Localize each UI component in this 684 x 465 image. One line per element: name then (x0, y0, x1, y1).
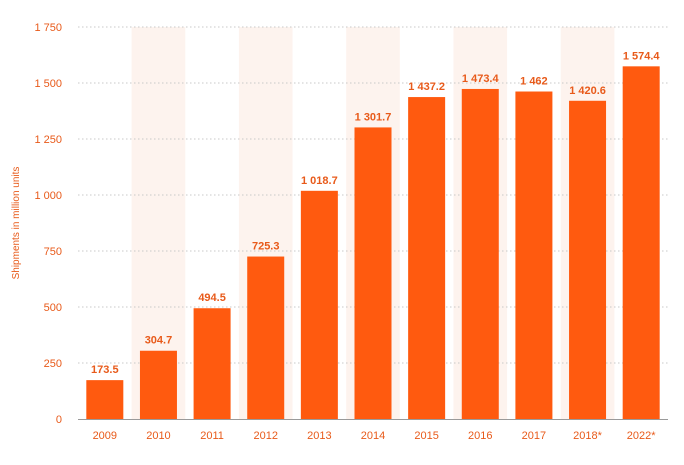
y-axis-ticks: 0 250 500 750 1 000 1 250 1 500 1 750 (34, 22, 62, 426)
x-tick-label: 2013 (307, 430, 331, 442)
x-tick-label: 2011 (200, 430, 224, 442)
bar (300, 190, 338, 419)
data-label: 725.3 (252, 241, 280, 253)
bar (408, 97, 446, 419)
y-tick-label: 500 (44, 302, 62, 314)
data-label: 1 574.4 (623, 50, 661, 62)
bars (86, 66, 660, 420)
data-label: 1 018.7 (301, 175, 338, 187)
y-tick-label: 1 500 (34, 78, 62, 90)
bar (569, 100, 607, 420)
y-tick-label: 1 750 (34, 22, 62, 34)
data-label: 1 437.2 (408, 81, 445, 93)
bar (622, 66, 660, 419)
x-tick-label: 2017 (522, 430, 546, 442)
data-label: 1 473.4 (462, 73, 500, 85)
x-tick-label: 2010 (146, 430, 170, 442)
bar (193, 308, 231, 419)
x-tick-label: 2015 (414, 430, 438, 442)
bar (247, 256, 285, 419)
data-label: 173.5 (91, 364, 119, 376)
data-label: 304.7 (145, 335, 173, 347)
y-tick-label: 250 (44, 358, 62, 370)
data-labels: 173.5 304.7 494.5 725.3 1 018.7 1 301.7 1 437.… (91, 50, 660, 376)
bar (461, 88, 499, 419)
y-tick-label: 1 250 (34, 134, 62, 146)
x-tick-label: 2012 (253, 430, 277, 442)
data-label: 494.5 (198, 292, 226, 304)
y-tick-label: 0 (56, 414, 62, 426)
x-tick-label: 2018* (573, 430, 602, 442)
bar (139, 350, 177, 419)
data-label: 1 462 (520, 76, 548, 88)
y-axis-title: Shipments in million units (11, 167, 22, 280)
data-label: 1 420.6 (569, 85, 606, 97)
x-tick-label: 2009 (93, 430, 117, 442)
y-tick-label: 750 (44, 246, 62, 258)
bar (354, 127, 392, 420)
data-label: 1 301.7 (355, 111, 392, 123)
bar (86, 380, 124, 419)
y-tick-label: 1 000 (34, 190, 62, 202)
x-tick-label: 2016 (468, 430, 492, 442)
bar (515, 91, 553, 420)
x-axis-ticks: 2009 2010 2011 2012 2013 2014 2015 2016 2017 2018… (93, 430, 657, 442)
x-tick-label: 2014 (361, 430, 385, 442)
x-tick-label: 2022* (627, 430, 656, 442)
